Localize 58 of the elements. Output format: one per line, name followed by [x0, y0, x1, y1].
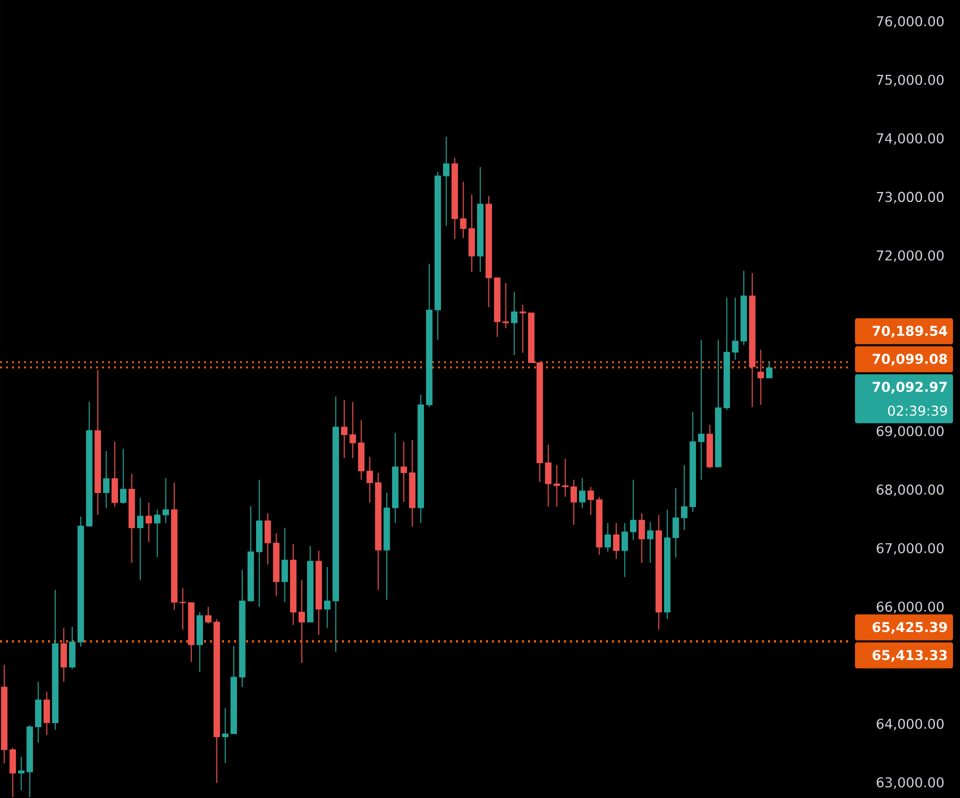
candlestick [545, 444, 552, 508]
candlestick [758, 349, 764, 406]
candlestick [511, 291, 518, 356]
y-tick-label: 73,000.00 [876, 192, 944, 204]
y-tick-label: 69,000.00 [876, 426, 944, 438]
candlestick [60, 627, 67, 682]
y-tick-label: 67,000.00 [876, 543, 944, 555]
y-tick-label: 74,000.00 [876, 133, 944, 145]
y-tick-label: 64,000.00 [876, 718, 944, 730]
candlestick [103, 450, 110, 508]
candlestick [579, 478, 586, 508]
text: 02:39:39 [888, 406, 947, 416]
candlestick [44, 691, 50, 736]
ref-line-label: 65,425.39 [872, 622, 947, 634]
ref-line-label: 70,189.54 [872, 326, 948, 338]
candlestick [681, 464, 688, 531]
candlestick [298, 579, 305, 664]
y-tick-label: 68,000.00 [876, 484, 944, 496]
ref-line-label: 70,099.08 [872, 354, 947, 366]
candlestick [460, 181, 466, 238]
candlestick [672, 487, 679, 558]
candlestick [400, 441, 407, 503]
candlestick [443, 136, 450, 226]
candlestick [154, 509, 160, 558]
candlestick [180, 588, 186, 630]
candlestick [205, 606, 212, 624]
y-tick-label: 75,000.00 [876, 74, 944, 86]
candlestick [366, 456, 373, 504]
candlestick [120, 448, 126, 504]
y-tick-label: 72,000.00 [876, 250, 944, 262]
y-tick-label: 63,000.00 [876, 777, 944, 789]
candlestick [146, 502, 152, 542]
candlestick [570, 479, 577, 526]
text: 70,092.97 [872, 382, 947, 394]
candlestick [588, 486, 594, 516]
ref-line-label: 65,413.33 [872, 650, 947, 662]
candlestick [613, 522, 620, 560]
candlestick [554, 464, 560, 508]
candlestick [18, 756, 24, 791]
candlestick [647, 521, 654, 564]
candlestick [638, 512, 645, 564]
candlestick [264, 512, 271, 566]
candlestick [350, 401, 356, 459]
candlestick [630, 479, 636, 541]
candlestick [698, 339, 704, 480]
candlestick [604, 522, 611, 552]
candlestick [341, 400, 348, 459]
y-tick-label: 66,000.00 [876, 602, 944, 614]
candlestick [766, 362, 772, 378]
candlestick [282, 527, 288, 603]
candlestick [137, 497, 144, 580]
y-tick-label: 76,000.00 [876, 16, 944, 28]
candlestick [10, 747, 16, 798]
candlestick [222, 708, 228, 764]
candlestick [622, 522, 628, 578]
candlestick [162, 478, 169, 524]
candlestick [324, 566, 330, 628]
candlestick [732, 297, 738, 360]
